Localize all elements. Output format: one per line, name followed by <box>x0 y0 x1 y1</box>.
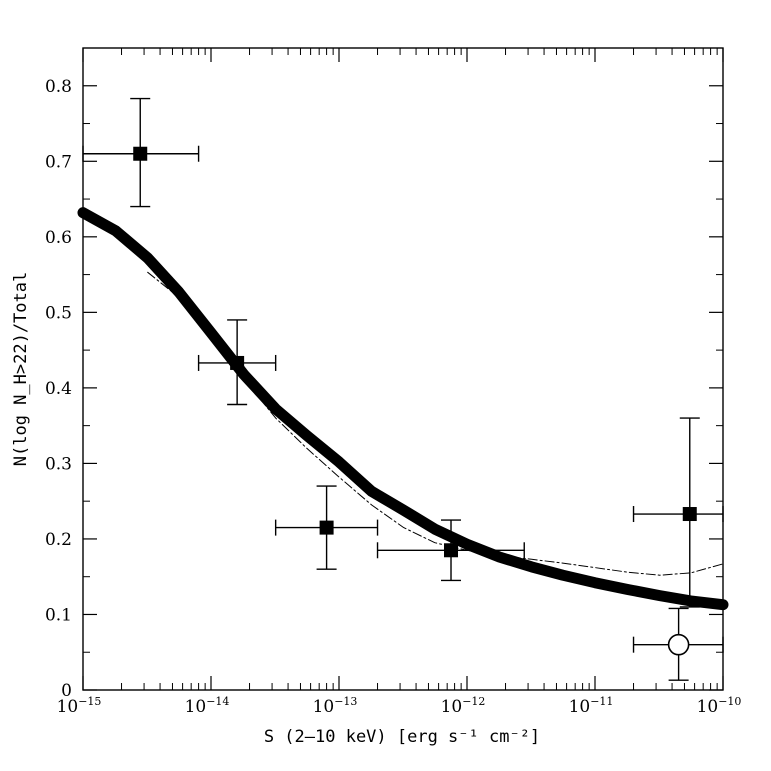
y-tick-label: 0.5 <box>45 303 72 323</box>
x-tick-label: 10−12 <box>441 695 486 717</box>
x-axis-label: S (2–10 keV) [erg s⁻¹ cm⁻²] <box>264 727 540 747</box>
y-tick-label: 0.3 <box>45 454 72 474</box>
x-tick-base: 10 <box>57 697 79 717</box>
filled-square-marker <box>444 543 459 558</box>
dash-dot-model-curve <box>147 271 724 576</box>
x-tick-base: 10 <box>569 697 591 717</box>
x-tick-exponent: −11 <box>590 695 613 708</box>
x-tick-label: 10−15 <box>57 695 102 717</box>
points-layer <box>82 97 724 681</box>
y-tick-label: 0 <box>61 681 72 701</box>
x-tick-base: 10 <box>697 697 719 717</box>
open-circle-marker <box>667 633 690 656</box>
y-tick-label: 0.7 <box>45 152 72 172</box>
x-tick-label: 10−13 <box>313 695 358 717</box>
series-layer <box>77 207 729 611</box>
filled-square-marker <box>230 355 245 370</box>
y-tick-label: 0.8 <box>45 77 72 97</box>
x-tick-base: 10 <box>441 697 463 717</box>
x-tick-label: 10−10 <box>697 695 742 717</box>
ticks-layer <box>82 48 724 691</box>
filled-square-marker <box>319 520 334 535</box>
x-tick-exponent: −12 <box>462 695 485 708</box>
plot-frame <box>82 47 724 691</box>
x-tick-label: 10−14 <box>185 695 230 717</box>
y-tick-label: 0.4 <box>45 379 72 399</box>
x-tick-label: 10−11 <box>569 695 614 717</box>
filled-square-marker <box>133 146 148 161</box>
labels-layer: 10−15 10−14 10−13 10−12 10−11 10−1000.10.20.3… <box>45 77 741 717</box>
y-tick-label: 0.6 <box>45 228 72 248</box>
x-tick-exponent: −10 <box>718 695 741 708</box>
y-tick-label: 0.2 <box>45 530 72 550</box>
x-tick-exponent: −13 <box>334 695 357 708</box>
thick-model-curve <box>77 207 729 611</box>
filled-square-marker <box>682 507 697 522</box>
y-axis-label: N(log N_H>22)/Total <box>11 272 31 466</box>
x-tick-base: 10 <box>313 697 335 717</box>
x-tick-exponent: −15 <box>78 695 101 708</box>
y-tick-label: 0.1 <box>45 605 72 625</box>
x-tick-base: 10 <box>185 697 207 717</box>
x-tick-exponent: −14 <box>206 695 229 708</box>
